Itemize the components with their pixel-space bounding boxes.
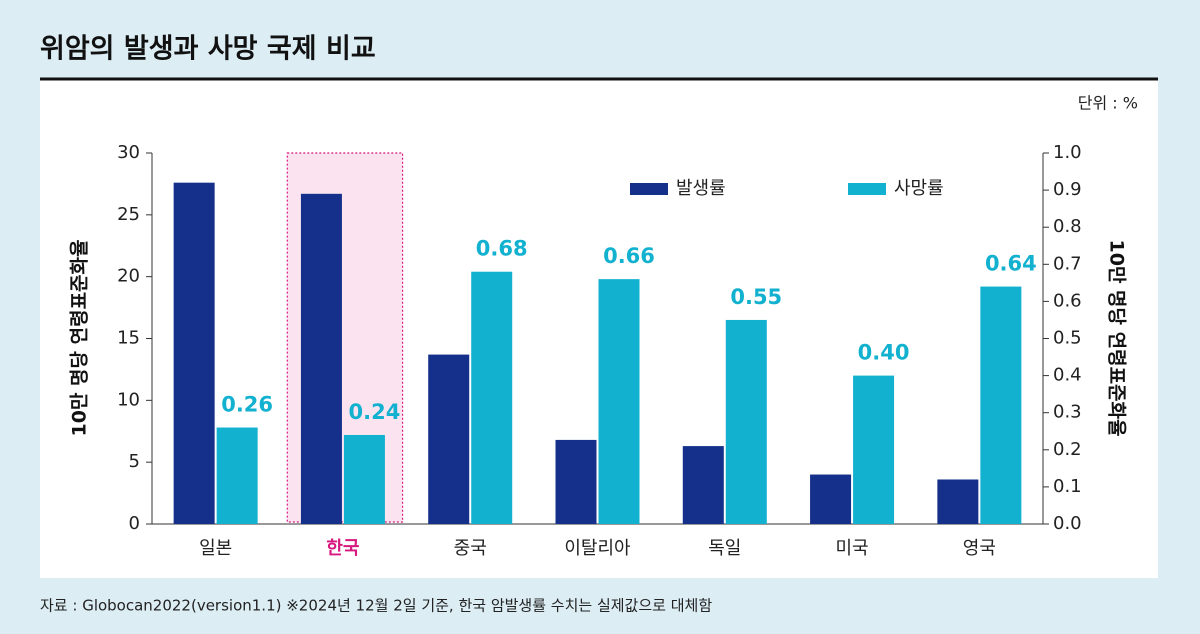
value-label: 0.64 <box>985 252 1037 276</box>
y2-tick-label: 0.6 <box>1053 290 1082 311</box>
unit-note: 단위 : % <box>1078 94 1138 113</box>
y2-tick-label: 0.4 <box>1053 365 1082 386</box>
source-note: 자료 : Globocan2022(version1.1) ※2024년 12월… <box>40 597 712 615</box>
value-label: 0.40 <box>858 341 910 365</box>
y-tick-label: 0 <box>129 513 140 534</box>
x-tick-label: 일본 <box>199 538 232 559</box>
value-label: 0.55 <box>730 285 782 309</box>
bar <box>980 286 1022 524</box>
y2-tick-label: 1.0 <box>1053 142 1082 163</box>
bar <box>810 474 852 524</box>
y2-tick-label: 0.2 <box>1053 439 1082 460</box>
y2-tick-label: 0.3 <box>1053 402 1082 423</box>
bar <box>725 319 767 524</box>
bar <box>682 446 724 524</box>
bar <box>428 354 470 524</box>
value-label: 0.24 <box>349 400 401 424</box>
legend-label: 사망률 <box>894 178 944 199</box>
bar <box>173 182 215 524</box>
bar <box>471 271 513 524</box>
y-axis-label: 10만 명당 연령표준화율 <box>69 240 91 437</box>
y-tick-label: 30 <box>117 142 140 163</box>
x-tick-label: 중국 <box>454 538 487 559</box>
legend-swatch <box>630 183 668 195</box>
y2-tick-label: 0.1 <box>1053 476 1082 497</box>
y2-tick-label: 0.7 <box>1053 253 1082 274</box>
legend-label: 발생률 <box>676 178 726 199</box>
x-tick-label: 한국 <box>326 538 359 559</box>
bar <box>555 439 597 524</box>
y2-tick-label: 0.5 <box>1053 328 1082 349</box>
chart-title: 위암의 발생과 사망 국제 비교 <box>40 34 376 65</box>
bar <box>853 375 895 524</box>
bar <box>937 479 979 524</box>
y-tick-label: 15 <box>117 328 140 349</box>
y-tick-label: 10 <box>117 389 140 410</box>
y2-tick-label: 0.9 <box>1053 179 1082 200</box>
y-tick-label: 5 <box>129 451 140 472</box>
x-tick-label: 이탈리아 <box>564 538 631 559</box>
x-tick-label: 영국 <box>963 538 996 559</box>
bar <box>300 193 342 524</box>
bar <box>216 427 258 524</box>
y2-tick-label: 0.8 <box>1053 216 1082 237</box>
x-tick-label: 미국 <box>836 538 869 559</box>
bar <box>343 434 385 524</box>
y2-tick-label: 0.0 <box>1053 513 1082 534</box>
x-tick-label: 독일 <box>708 538 741 559</box>
y2-axis-label: 10만 명당 연령표준화율 <box>1106 240 1128 437</box>
value-label: 0.66 <box>603 244 655 268</box>
legend-swatch <box>848 183 886 195</box>
value-label: 0.68 <box>476 237 528 261</box>
y-tick-label: 25 <box>117 204 140 225</box>
value-label: 0.26 <box>221 393 273 417</box>
bar <box>598 279 640 524</box>
y-tick-label: 20 <box>117 266 140 287</box>
